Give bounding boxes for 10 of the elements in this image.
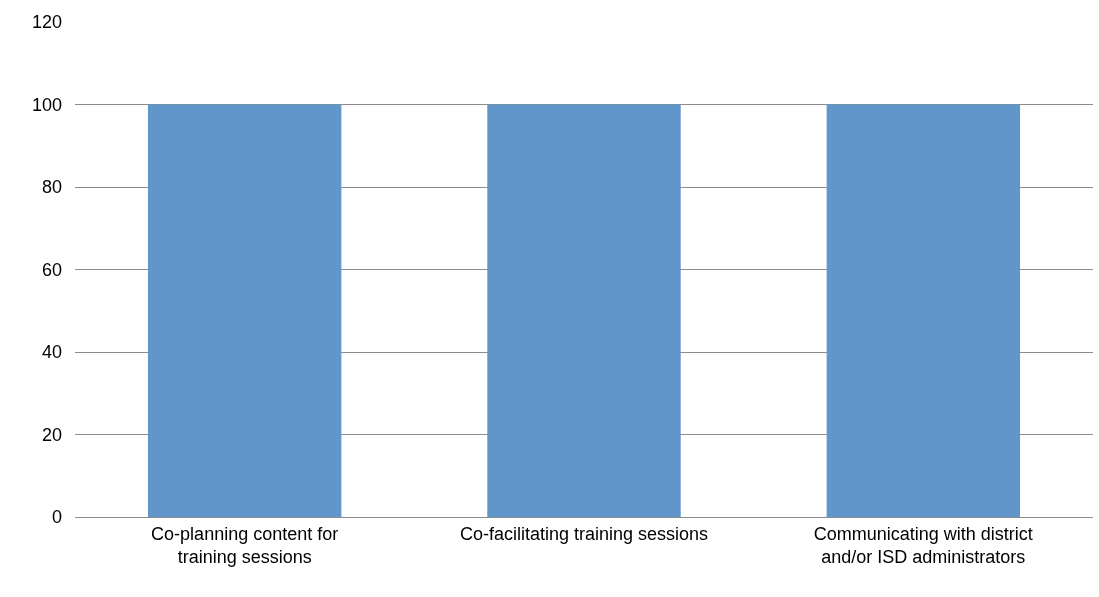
y-tick-label: 60 [41, 259, 62, 280]
x-tick-label: Co-planning content for training sessions [151, 523, 339, 567]
y-tick-label: 40 [41, 342, 62, 363]
x-tick-label: Co-facilitating training sessions [459, 523, 709, 544]
y-tick-label: 20 [41, 424, 62, 445]
y-tick-label: 120 [31, 12, 62, 33]
x-tick-label: Communicating with district and/or ISD administrators [813, 523, 1033, 567]
y-tick-label: 100 [31, 94, 62, 115]
y-tick-label: 0 [51, 507, 62, 528]
y-tick-label: 80 [41, 177, 62, 198]
